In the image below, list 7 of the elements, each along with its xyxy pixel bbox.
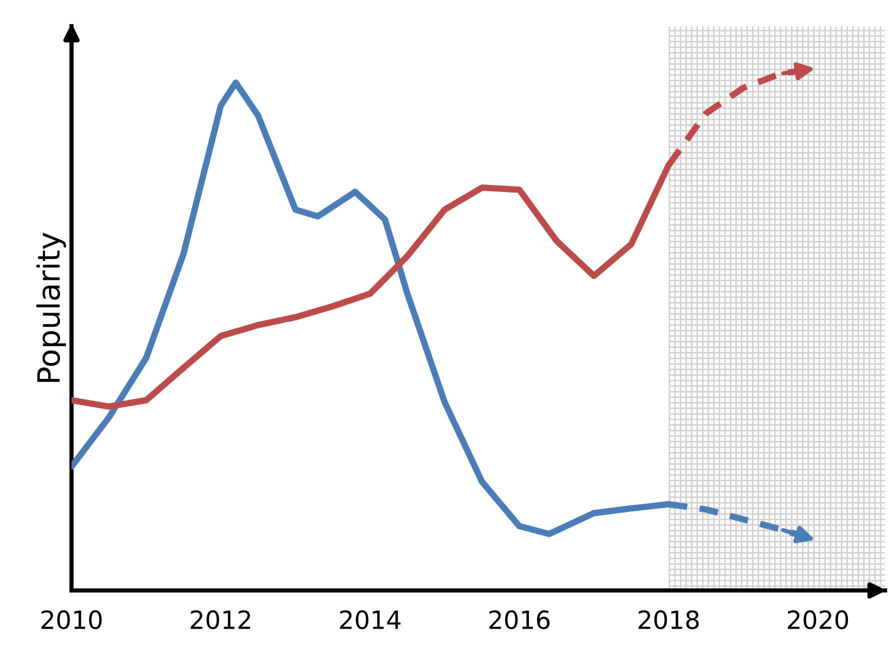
x-tick-label: 2018 [638, 610, 699, 630]
y-axis-title: Popularity [36, 232, 66, 382]
x-tick-label: 2016 [489, 610, 550, 630]
x-tick-label: 2012 [190, 610, 250, 630]
x-tick-label: 2014 [340, 610, 400, 630]
x-tick-label: 2010 [42, 610, 102, 630]
x-tick-label: 2020 [788, 610, 848, 630]
